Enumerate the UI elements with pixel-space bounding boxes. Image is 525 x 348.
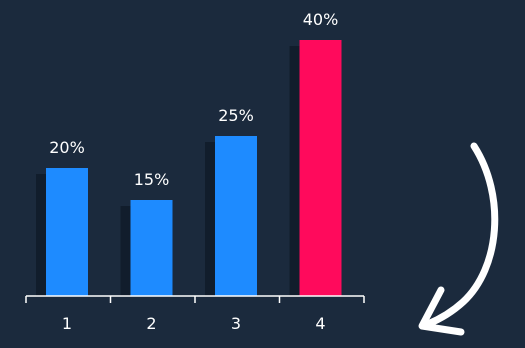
- value-label-1: 20%: [49, 138, 85, 157]
- bar-1: [46, 168, 88, 296]
- bar-3: [215, 136, 257, 296]
- tick-label-2: 2: [146, 314, 156, 333]
- curved-arrow-down-icon: [424, 142, 499, 328]
- bar-2: [130, 200, 173, 296]
- value-label-3: 25%: [218, 106, 254, 125]
- tick-label-4: 4: [315, 314, 325, 333]
- value-label-4: 40%: [303, 10, 339, 29]
- value-labels: 20% 15% 25% 40%: [49, 10, 338, 189]
- arrow-head-icon: [418, 286, 465, 336]
- x-axis: [25, 295, 365, 303]
- bar-4: [299, 40, 342, 296]
- tick-label-1: 1: [62, 314, 72, 333]
- bars: [46, 40, 342, 296]
- x-tick-labels: 1 2 3 4: [62, 314, 326, 333]
- tick-label-3: 3: [231, 314, 241, 333]
- value-label-2: 15%: [134, 170, 170, 189]
